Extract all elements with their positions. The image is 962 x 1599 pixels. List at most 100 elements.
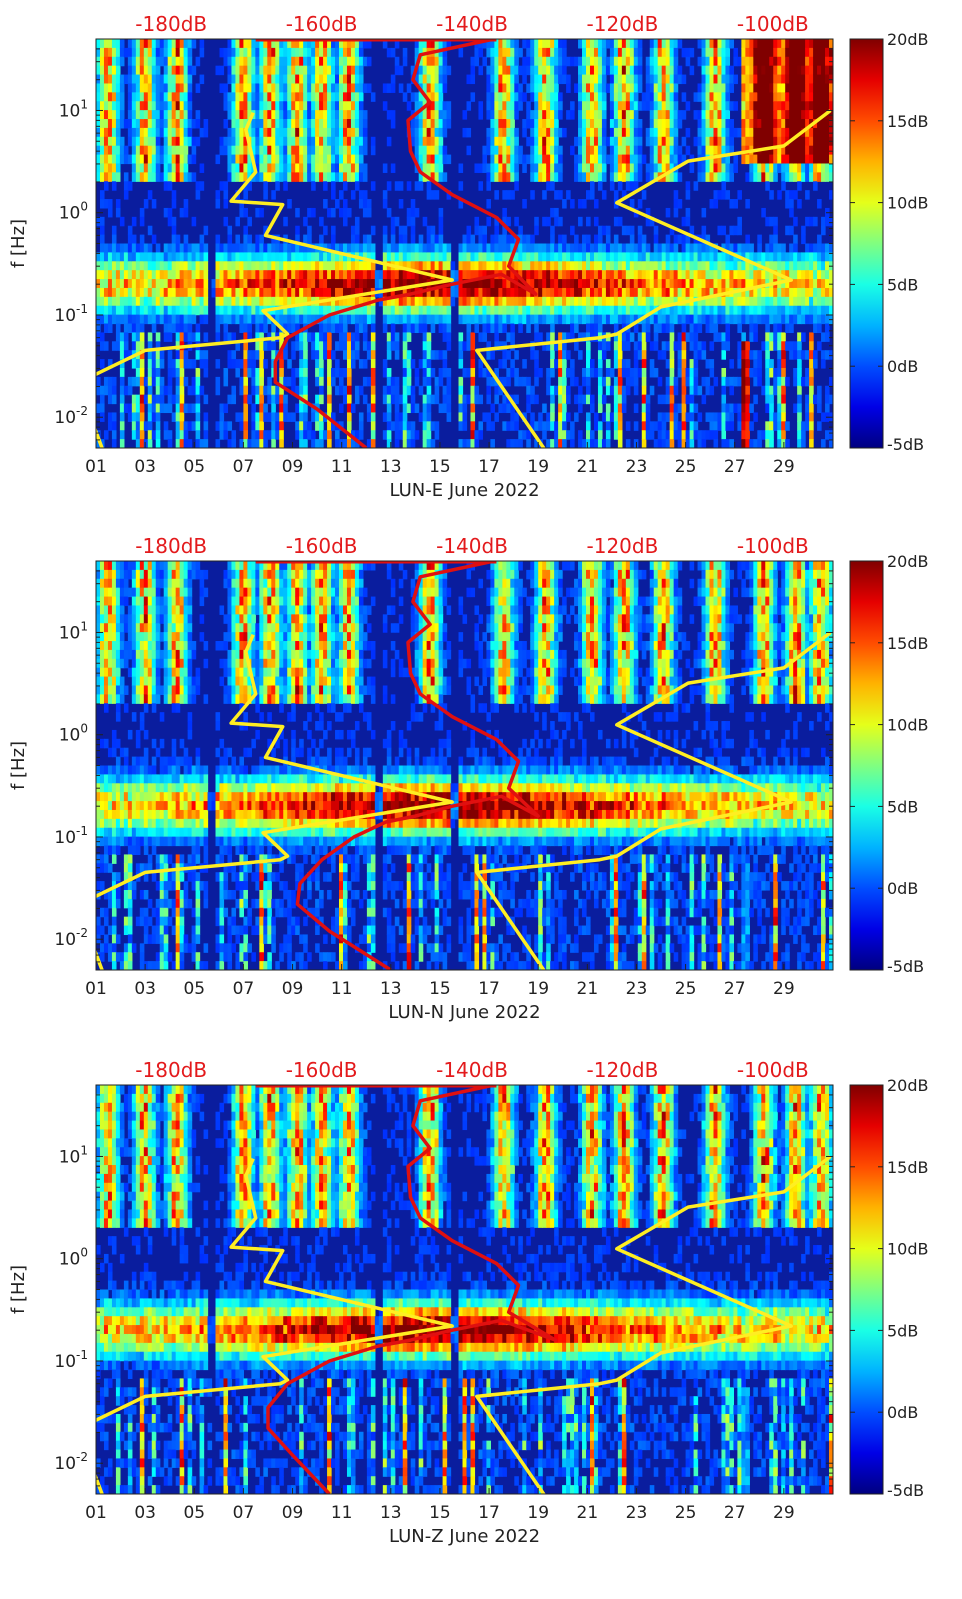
x-tick-label: 17 (478, 457, 500, 477)
x-tick-label: 03 (134, 1503, 156, 1523)
colorbar-tick-label: -5dB (887, 1481, 924, 1500)
panel-lun-e: 01 03 05 07 09 11 13 15 17 19 21 23 25 27 2910-210-110… (8, 12, 929, 501)
db-top-label: -160dB (286, 1058, 358, 1082)
spectrogram-heatmap (96, 39, 833, 448)
x-axis-label: LUN-Z June 2022 (389, 1526, 540, 1547)
x-axis-label: LUN-E June 2022 (389, 480, 539, 501)
db-top-label: -140dB (436, 12, 508, 36)
red-psd-curve (266, 1085, 558, 1494)
y-tick-exponent: -1 (76, 824, 88, 838)
x-tick-label: 19 (527, 979, 549, 999)
x-tick-label: 03 (134, 979, 156, 999)
y-tick-exponent: -1 (76, 302, 88, 316)
x-axis-label: LUN-N June 2022 (388, 1002, 540, 1023)
db-top-label: -140dB (436, 1058, 508, 1082)
x-tick-label: 17 (478, 979, 500, 999)
db-top-label: -160dB (286, 534, 358, 558)
x-tick-label: 01 (85, 457, 107, 477)
db-top-label: -160dB (286, 12, 358, 36)
x-tick-label: 25 (675, 1503, 697, 1523)
colorbar-tick-label: -5dB (887, 435, 924, 454)
y-axis-label: f [Hz] (8, 219, 29, 268)
x-tick-label: 23 (626, 979, 648, 999)
y-tick-exponent: 1 (80, 619, 88, 633)
x-tick-label: 15 (429, 979, 451, 999)
colorbar-tick-label: 20dB (887, 1076, 929, 1095)
colorbar-tick-label: -5dB (887, 957, 924, 976)
y-tick-exponent: 0 (80, 722, 88, 736)
x-tick-label: 11 (331, 979, 353, 999)
y-tick-exponent: 0 (80, 1246, 88, 1260)
db-top-label: -100dB (737, 1058, 809, 1082)
x-tick-label: 19 (527, 457, 549, 477)
x-tick-label: 25 (675, 457, 697, 477)
colorbar-tick-label: 20dB (887, 30, 929, 49)
colorbar (849, 38, 884, 449)
db-top-label: -120dB (587, 12, 659, 36)
x-tick-label: 23 (626, 457, 648, 477)
y-tick-label: 10-2 (54, 926, 88, 950)
y-tick-base: 10 (54, 1352, 76, 1372)
spectrogram-heatmap (96, 1085, 833, 1494)
colorbar-tick-label: 5dB (887, 275, 918, 294)
x-tick-label: 05 (183, 457, 205, 477)
x-tick-label: 09 (282, 979, 304, 999)
y-tick-exponent: 0 (80, 200, 88, 214)
x-tick-label: 29 (773, 1503, 795, 1523)
x-tick-label: 13 (380, 979, 402, 999)
x-tick-label: 13 (380, 1503, 402, 1523)
yellow-noise-model-curve-2 (475, 1155, 832, 1494)
colorbar-tick-label: 15dB (887, 1158, 929, 1177)
x-tick-label: 29 (773, 979, 795, 999)
x-tick-label: 01 (85, 1503, 107, 1523)
y-tick-exponent: -2 (76, 926, 88, 940)
db-top-label: -140dB (436, 534, 508, 558)
colorbar (849, 1084, 884, 1495)
spectrogram-heatmap (96, 561, 833, 970)
db-top-label: -180dB (135, 12, 207, 36)
y-axis-label: f [Hz] (8, 1265, 29, 1314)
x-tick-label: 13 (380, 457, 402, 477)
yellow-noise-model-curve-2 (475, 109, 832, 448)
x-tick-label: 27 (724, 1503, 746, 1523)
y-tick-exponent: 1 (80, 1143, 88, 1157)
y-tick-base: 10 (59, 1147, 81, 1167)
y-tick-exponent: -2 (76, 1450, 88, 1464)
db-top-label: -120dB (587, 1058, 659, 1082)
y-tick-base: 10 (59, 726, 81, 746)
y-tick-base: 10 (59, 623, 81, 643)
x-tick-label: 25 (675, 979, 697, 999)
x-tick-label: 21 (577, 457, 599, 477)
x-tick-label: 15 (429, 1503, 451, 1523)
y-tick-label: 10-1 (54, 1348, 88, 1372)
y-tick-base: 10 (54, 1454, 76, 1474)
y-tick-base: 10 (54, 930, 76, 950)
colorbar-tick-label: 0dB (887, 1403, 918, 1422)
y-tick-exponent: -1 (76, 1348, 88, 1362)
x-tick-label: 17 (478, 1503, 500, 1523)
y-tick-label: 101 (59, 1143, 88, 1167)
db-top-label: -100dB (737, 534, 809, 558)
colorbar-tick-label: 10dB (887, 194, 929, 213)
y-tick-label: 100 (59, 200, 88, 224)
colorbar-tick-label: 10dB (887, 716, 929, 735)
x-tick-label: 11 (331, 457, 353, 477)
colorbar-tick-label: 10dB (887, 1240, 929, 1259)
x-tick-label: 07 (233, 979, 255, 999)
db-top-label: -120dB (587, 534, 659, 558)
yellow-noise-model-curve (96, 634, 454, 970)
y-tick-base: 10 (59, 101, 81, 121)
x-tick-label: 27 (724, 979, 746, 999)
x-tick-label: 05 (183, 979, 205, 999)
x-tick-label: 27 (724, 457, 746, 477)
colorbar-tick-label: 0dB (887, 879, 918, 898)
y-tick-label: 10-1 (54, 302, 88, 326)
y-tick-base: 10 (59, 204, 81, 224)
x-tick-label: 01 (85, 979, 107, 999)
x-tick-label: 07 (233, 457, 255, 477)
y-tick-exponent: -2 (76, 404, 88, 418)
y-axis-label: f [Hz] (8, 741, 29, 790)
db-top-label: -180dB (135, 1058, 207, 1082)
red-psd-curve (273, 39, 538, 448)
